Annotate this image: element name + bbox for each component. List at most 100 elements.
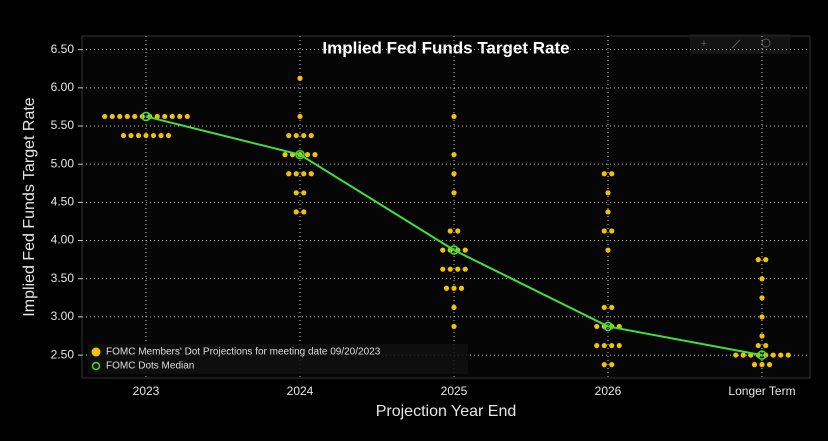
dot	[304, 152, 311, 158]
search-icon[interactable]	[761, 38, 771, 48]
dot	[740, 352, 746, 358]
dot	[143, 132, 149, 139]
legend-label: FOMC Members' Dot Projections for meetin…	[106, 347, 381, 358]
x-tick-label: Longer Term	[728, 384, 795, 398]
dot	[301, 190, 307, 196]
dot	[462, 266, 468, 272]
dot	[458, 285, 465, 291]
dot	[301, 171, 307, 177]
dot	[605, 247, 611, 253]
y-tick-label: 4.50	[51, 195, 75, 209]
dot	[301, 209, 307, 215]
dot	[759, 314, 765, 320]
dot	[308, 171, 314, 177]
dot	[293, 209, 299, 215]
dot	[150, 132, 157, 139]
dot	[312, 152, 318, 158]
median-marker	[141, 111, 151, 122]
dot	[132, 113, 138, 120]
dot	[616, 342, 622, 349]
dot	[120, 132, 127, 139]
dot	[763, 342, 769, 349]
dot	[609, 362, 615, 368]
dot	[766, 362, 773, 368]
dot	[462, 247, 468, 253]
dot	[165, 132, 172, 139]
y-tick-label: 2.50	[51, 347, 75, 361]
dot	[293, 132, 299, 139]
dot	[286, 132, 292, 139]
dot	[759, 362, 765, 368]
median-line	[145, 115, 763, 357]
dot	[117, 113, 123, 120]
dot	[759, 295, 765, 301]
draw-icon[interactable]	[731, 39, 741, 49]
dot	[451, 113, 457, 120]
legend-swatch	[91, 347, 101, 357]
zoom-icon[interactable]: +	[701, 38, 707, 50]
dot	[286, 171, 292, 177]
dot	[605, 209, 611, 215]
dot	[297, 75, 303, 81]
dot	[447, 228, 453, 234]
plot-area	[81, 35, 811, 379]
dot	[135, 132, 142, 139]
dot	[297, 113, 303, 120]
chart-title: Implied Fed Funds Target Rate	[322, 38, 569, 57]
dot	[601, 171, 607, 177]
toolbar: +	[690, 34, 790, 54]
dot	[594, 342, 600, 349]
y-tick-label: 4.00	[51, 233, 75, 247]
dot	[440, 266, 446, 272]
dot	[601, 342, 607, 349]
x-tick-label: 2025	[441, 384, 468, 398]
dot	[733, 352, 739, 358]
dot	[154, 113, 160, 120]
median-marker	[295, 149, 305, 160]
legend-swatch	[91, 361, 101, 371]
x-tick-label: 2023	[133, 384, 160, 398]
y-tick-label: 6.00	[51, 80, 75, 94]
dot	[609, 171, 615, 177]
dot	[451, 304, 457, 310]
dot	[102, 113, 108, 120]
dot	[455, 266, 461, 272]
dot	[158, 132, 164, 139]
dot	[128, 132, 134, 139]
dot	[759, 276, 765, 282]
dot	[594, 323, 600, 330]
median-marker	[757, 350, 767, 360]
dot	[751, 362, 758, 368]
dot	[440, 247, 446, 253]
dot	[778, 352, 784, 358]
y-tick-label: 3.50	[51, 271, 75, 285]
dot	[451, 190, 457, 196]
median-marker	[603, 321, 613, 332]
dot	[308, 132, 314, 139]
median-marker	[449, 245, 459, 255]
legend-label: FOMC Dots Median	[106, 361, 194, 372]
dot	[162, 113, 168, 120]
dot	[601, 304, 607, 310]
dot	[451, 323, 457, 330]
dot	[609, 304, 615, 310]
y-tick-label: 5.00	[51, 156, 75, 170]
dot	[601, 362, 607, 368]
dot	[293, 190, 299, 196]
x-tick-label: 2026	[595, 384, 622, 398]
dot	[282, 152, 288, 158]
dot	[609, 342, 615, 349]
x-tick-label: 2024	[287, 384, 314, 398]
dot	[184, 113, 190, 120]
dot	[763, 257, 769, 263]
dot	[755, 257, 761, 263]
dot	[455, 228, 461, 234]
dot	[443, 285, 450, 291]
y-tick-label: 5.50	[51, 118, 75, 132]
dot	[451, 285, 457, 291]
dot	[609, 228, 615, 234]
y-tick-label: 3.00	[51, 309, 75, 323]
x-axis-title: Projection Year End	[376, 403, 517, 420]
dot	[770, 352, 776, 358]
